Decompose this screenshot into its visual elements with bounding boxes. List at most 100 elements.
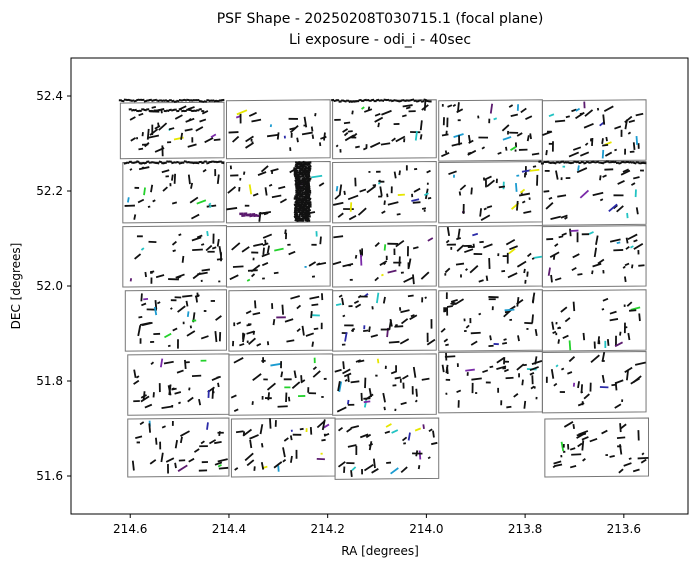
psf-whisker <box>201 243 205 246</box>
psf-whisker <box>263 212 269 216</box>
psf-whisker <box>350 100 355 104</box>
psf-whisker <box>187 118 192 122</box>
psf-whisker <box>283 437 289 442</box>
psf-whisker <box>299 192 305 197</box>
psf-whisker <box>148 423 152 433</box>
psf-whisker <box>252 373 262 382</box>
psf-whisker <box>342 262 354 268</box>
psf-whisker <box>403 276 414 283</box>
psf-whisker <box>178 161 182 165</box>
psf-whisker <box>147 134 160 139</box>
psf-whisker <box>184 359 187 370</box>
psf-whisker <box>187 396 194 403</box>
psf-whisker <box>415 100 420 103</box>
psf-whisker <box>214 440 222 445</box>
psf-whisker <box>218 466 229 470</box>
psf-whisker <box>167 344 171 348</box>
psf-whisker <box>503 309 512 318</box>
psf-whisker <box>630 377 641 385</box>
psf-whisker <box>208 202 212 206</box>
y-tick-label: 52.2 <box>36 184 63 198</box>
psf-whisker <box>191 161 195 165</box>
psf-whisker <box>445 343 449 347</box>
psf-whisker <box>226 207 238 211</box>
psf-whisker <box>372 458 376 469</box>
psf-whisker <box>239 343 245 347</box>
psf-whisker <box>363 329 369 332</box>
psf-whisker <box>394 325 404 328</box>
psf-whisker <box>347 130 353 133</box>
psf-whisker <box>151 106 157 109</box>
psf-whisker <box>568 161 572 165</box>
psf-whisker <box>335 303 342 307</box>
psf-whisker <box>351 466 357 472</box>
psf-whisker <box>293 370 297 379</box>
psf-whisker <box>171 161 175 165</box>
psf-whisker <box>332 201 344 206</box>
psf-whisker <box>294 207 299 210</box>
psf-whisker <box>274 247 284 252</box>
psf-whisker <box>176 160 180 164</box>
psf-whisker <box>405 106 411 110</box>
psf-whisker <box>518 192 531 197</box>
psf-whisker <box>478 279 484 283</box>
psf-whisker <box>140 394 147 399</box>
psf-whisker <box>245 310 252 315</box>
psf-whisker <box>465 368 475 372</box>
psf-whisker <box>140 395 150 403</box>
psf-whisker <box>349 202 353 212</box>
psf-whisker <box>261 252 270 258</box>
psf-whisker <box>377 179 382 183</box>
psf-whisker <box>445 364 449 374</box>
psf-whisker <box>179 436 183 444</box>
psf-whisker <box>253 243 264 247</box>
psf-whisker <box>533 255 543 259</box>
psf-whisker <box>337 212 344 218</box>
psf-whisker <box>444 355 456 358</box>
psf-whisker <box>126 197 130 203</box>
psf-whisker <box>259 424 264 435</box>
psf-whisker <box>505 376 514 380</box>
psf-whisker <box>262 233 273 239</box>
psf-whisker <box>489 103 494 114</box>
x-tick-label: 214.2 <box>310 522 344 536</box>
x-tick-label: 214.4 <box>212 522 246 536</box>
psf-whisker <box>354 254 358 259</box>
psf-whisker <box>344 134 355 142</box>
psf-whisker <box>255 214 260 218</box>
psf-whisker <box>575 107 581 112</box>
psf-whisker <box>400 401 407 406</box>
psf-whisker <box>531 152 540 156</box>
psf-whisker <box>412 366 417 378</box>
psf-whisker <box>153 306 158 316</box>
psf-whisker <box>241 246 250 253</box>
psf-whisker <box>140 247 145 251</box>
psf-whisker <box>451 142 463 147</box>
psf-whisker <box>548 196 553 200</box>
psf-whisker <box>414 399 418 403</box>
psf-whisker <box>334 368 342 373</box>
psf-whisker <box>258 211 262 222</box>
psf-whisker <box>138 166 150 171</box>
psf-whisker <box>135 375 140 379</box>
psf-whisker <box>457 228 461 239</box>
psf-whisker <box>150 361 155 365</box>
psf-whisker <box>420 271 430 280</box>
psf-whisker <box>297 162 303 167</box>
psf-whisker <box>440 327 446 333</box>
psf-whisker <box>472 232 479 237</box>
psf-whisker <box>186 311 190 317</box>
psf-whisker <box>428 428 433 433</box>
psf-whisker <box>335 144 339 148</box>
psf-whisker <box>625 237 629 244</box>
psf-whisker <box>213 99 218 103</box>
psf-whisker <box>164 332 172 339</box>
psf-whisker <box>446 226 451 237</box>
psf-whisker <box>602 114 606 125</box>
psf-whisker <box>409 314 418 321</box>
psf-whisker <box>612 204 618 210</box>
psf-whisker <box>509 245 518 251</box>
psf-whisker <box>347 399 350 405</box>
psf-whisker <box>616 205 624 213</box>
psf-whisker <box>504 308 515 312</box>
